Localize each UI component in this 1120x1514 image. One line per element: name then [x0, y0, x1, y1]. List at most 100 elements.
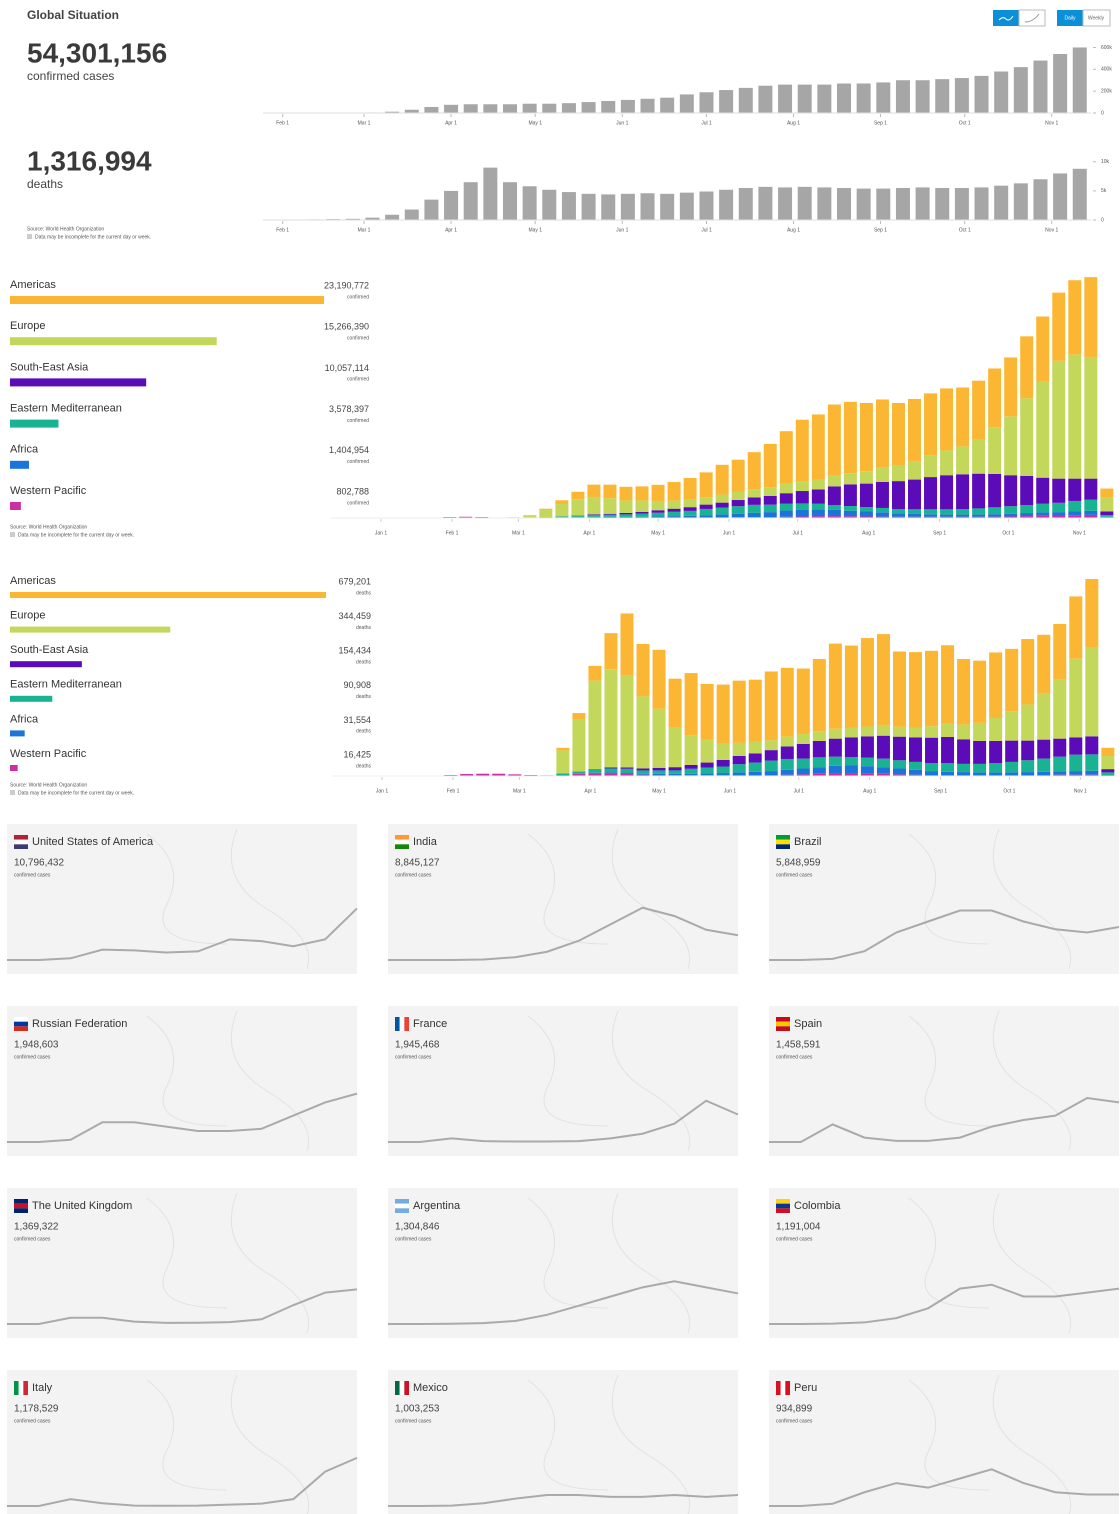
flag-stripe	[14, 844, 28, 849]
map-outline	[527, 1192, 691, 1334]
x-tick-label: Jan 1	[376, 788, 388, 794]
stack-segment	[988, 516, 1002, 518]
stack-segment	[1020, 513, 1034, 517]
stack-segment	[827, 404, 841, 476]
stack-segment	[956, 446, 970, 475]
stack-segment	[651, 512, 665, 517]
stack-segment	[1100, 497, 1114, 512]
stack-segment	[748, 771, 762, 776]
x-tick-label: Mar 1	[358, 227, 371, 233]
stack-segment	[891, 402, 905, 465]
stack-segment	[780, 736, 794, 747]
stack-segment	[1004, 475, 1018, 507]
stack-segment	[571, 515, 585, 517]
country-cases: 1,003,253	[395, 1404, 440, 1415]
bar	[345, 218, 360, 220]
region-unit: confirmed	[347, 418, 369, 424]
stack-segment	[795, 509, 809, 517]
bar	[581, 102, 596, 113]
stack-segment	[636, 696, 650, 769]
map-outline	[146, 1192, 310, 1334]
stack-segment	[492, 773, 506, 776]
map-card	[769, 1370, 1119, 1514]
country-cases: 8,845,127	[395, 858, 440, 869]
stack-segment	[523, 515, 537, 518]
x-tick-label: Nov 1	[1073, 530, 1086, 536]
daily-button[interactable]	[1057, 10, 1083, 26]
stack-segment	[764, 750, 778, 761]
stack-segment	[828, 643, 842, 729]
x-tick-label: Nov 1	[1074, 788, 1087, 794]
stack-segment	[812, 659, 826, 732]
bar	[542, 189, 557, 220]
x-tick-label: May 1	[651, 530, 665, 536]
region-unit: deaths	[356, 625, 372, 631]
stack-segment	[891, 464, 905, 482]
bar	[699, 92, 714, 113]
region-total: 16,425	[343, 749, 371, 759]
stack-segment	[603, 516, 617, 518]
line-view-button[interactable]	[1018, 9, 1046, 27]
bar	[954, 78, 969, 113]
stack-segment	[1100, 511, 1114, 516]
stack-segment	[957, 739, 971, 764]
x-tick-label: Jul 1	[701, 227, 712, 233]
stack-segment	[588, 772, 602, 774]
stack-segment	[1004, 416, 1018, 476]
stack-segment	[1036, 381, 1050, 478]
stack-segment	[604, 669, 618, 768]
stack-segment	[1020, 398, 1034, 476]
stack-segment	[1020, 475, 1034, 505]
stack-segment	[988, 507, 1002, 515]
stack-segment	[588, 665, 602, 681]
country-cases: 1,369,322	[14, 1222, 59, 1233]
stack-segment	[699, 472, 713, 498]
stack-segment	[1036, 515, 1050, 518]
region-total: 90,908	[343, 680, 371, 690]
stack-segment	[1036, 512, 1050, 516]
stack-segment	[860, 766, 874, 774]
country-name: Spain	[794, 1018, 822, 1030]
stack-segment	[828, 773, 842, 776]
stack-segment	[828, 728, 842, 739]
country-caption: confirmed cases	[14, 1236, 51, 1242]
stack-segment	[619, 512, 633, 515]
x-tick-label: May 1	[528, 227, 542, 233]
stack-segment	[1084, 499, 1098, 511]
flag-stripe	[780, 1381, 786, 1395]
stack-segment	[860, 773, 874, 776]
region-total: 15,266,390	[324, 322, 369, 332]
weekly-button[interactable]	[1082, 9, 1111, 27]
stack-segment	[859, 516, 873, 518]
y-tick-label: 10k	[1101, 159, 1110, 165]
stack-segment	[876, 773, 890, 776]
stack-segment	[620, 767, 634, 769]
stack-segment	[795, 503, 809, 510]
bar	[797, 84, 812, 113]
x-tick-label: Mar 1	[358, 120, 371, 126]
stack-segment	[731, 459, 745, 492]
chart-view-button[interactable]	[993, 10, 1019, 26]
stack-segment	[1101, 769, 1115, 773]
map-card	[769, 1188, 1119, 1338]
stack-segment	[828, 765, 842, 774]
stack-segment	[604, 633, 618, 670]
stack-segment	[1085, 647, 1099, 737]
stack-segment	[972, 514, 986, 517]
flag-stripe	[14, 1021, 28, 1027]
bar	[640, 98, 655, 113]
stack-segment	[973, 763, 987, 773]
x-tick-label: Jul 1	[793, 788, 804, 794]
stack-segment	[940, 509, 954, 515]
stack-segment	[636, 643, 650, 697]
stack-segment	[908, 509, 922, 514]
stack-segment	[667, 500, 681, 509]
stack-segment	[1084, 277, 1098, 358]
stack-segment	[956, 516, 970, 518]
country-caption: confirmed cases	[776, 1418, 813, 1424]
stack-segment	[652, 649, 666, 709]
country-name: Colombia	[794, 1200, 841, 1212]
region-unit: confirmed	[347, 500, 369, 506]
map-card	[388, 824, 738, 974]
bar	[424, 199, 439, 220]
